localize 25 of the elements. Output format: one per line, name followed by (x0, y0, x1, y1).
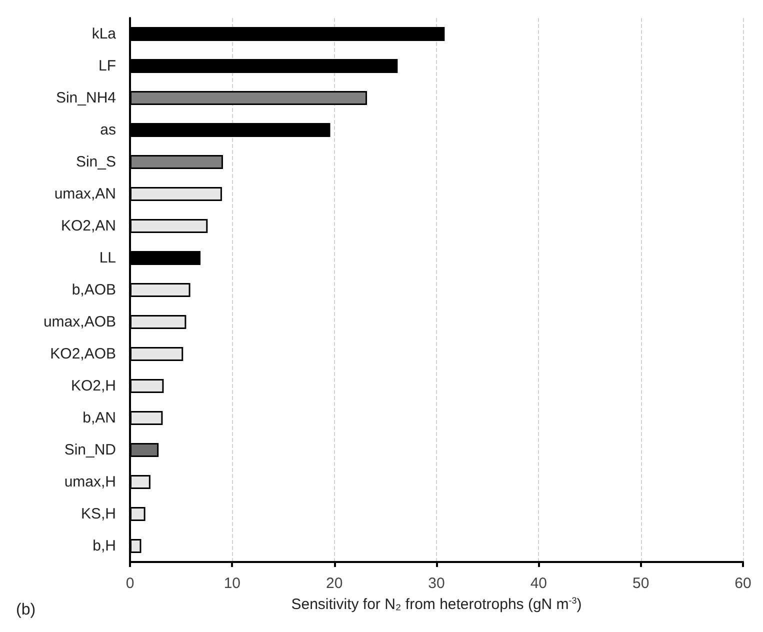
y-tick-label: umax,AN (54, 186, 116, 202)
y-tick-label: KS,H (80, 506, 116, 522)
x-tick-label: 10 (224, 575, 241, 592)
y-tick-label: b,H (92, 538, 116, 554)
x-tick-label: 40 (530, 575, 548, 592)
y-tick-label: Sin_NH4 (56, 90, 116, 106)
y-tick-label: b,AN (82, 410, 116, 426)
y-tick-label: KO2,H (70, 378, 116, 394)
text: (b) (16, 602, 36, 618)
x-tick-label: 0 (126, 575, 134, 592)
y-tick-label: kLa (92, 26, 117, 42)
x-tick-label: 60 (734, 575, 752, 592)
y-tick-label: LL (99, 250, 116, 266)
y-tick-label: KO2,AN (60, 218, 116, 234)
y-tick-label: umax,AOB (43, 314, 116, 330)
y-tick-label: LF (98, 58, 116, 74)
x-tick-label: 30 (428, 575, 445, 592)
x-tick-label: 20 (326, 575, 343, 592)
y-tick-label: umax,H (64, 474, 116, 490)
y-tick-label: as (100, 122, 116, 138)
y-tick-label: b,AOB (72, 282, 116, 298)
y-tick-label: Sin_ND (64, 442, 116, 458)
x-tick-label: 50 (632, 575, 650, 592)
y-tick-label: KO2,AOB (50, 346, 116, 362)
y-tick-label: Sin_S (76, 154, 116, 170)
